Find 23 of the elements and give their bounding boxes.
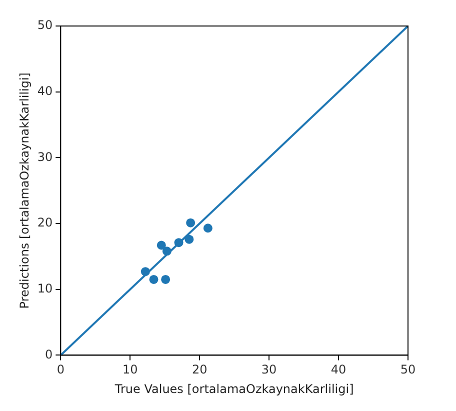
x-axis-title: True Values [ortalamaOzkaynakKarliligi] (114, 382, 354, 396)
x-tick-label: 0 (56, 362, 64, 377)
point (203, 224, 212, 233)
point (161, 274, 170, 284)
point (140, 267, 150, 276)
y-axis-title: Predictions [ortalamaOzkaynakKarliligi] (17, 72, 32, 309)
point (174, 238, 184, 248)
point (149, 274, 158, 284)
y-tick-label: 10 (37, 281, 53, 296)
point (162, 246, 172, 256)
y-tick-label: 20 (37, 216, 53, 230)
x-tick-label: 40 (330, 362, 346, 377)
y-tick-label: 40 (37, 84, 53, 98)
point (186, 218, 196, 228)
x-tick-label: 30 (261, 362, 277, 377)
y-tick-label: 30 (37, 150, 53, 164)
y-tick-label: 50 (37, 18, 53, 32)
point (156, 240, 166, 250)
y-tick-label: 0 (45, 347, 53, 362)
x-tick-label: 20 (192, 362, 208, 377)
x-tick-label: 10 (122, 362, 138, 377)
point (184, 234, 194, 244)
x-tick-label: 50 (400, 362, 416, 377)
